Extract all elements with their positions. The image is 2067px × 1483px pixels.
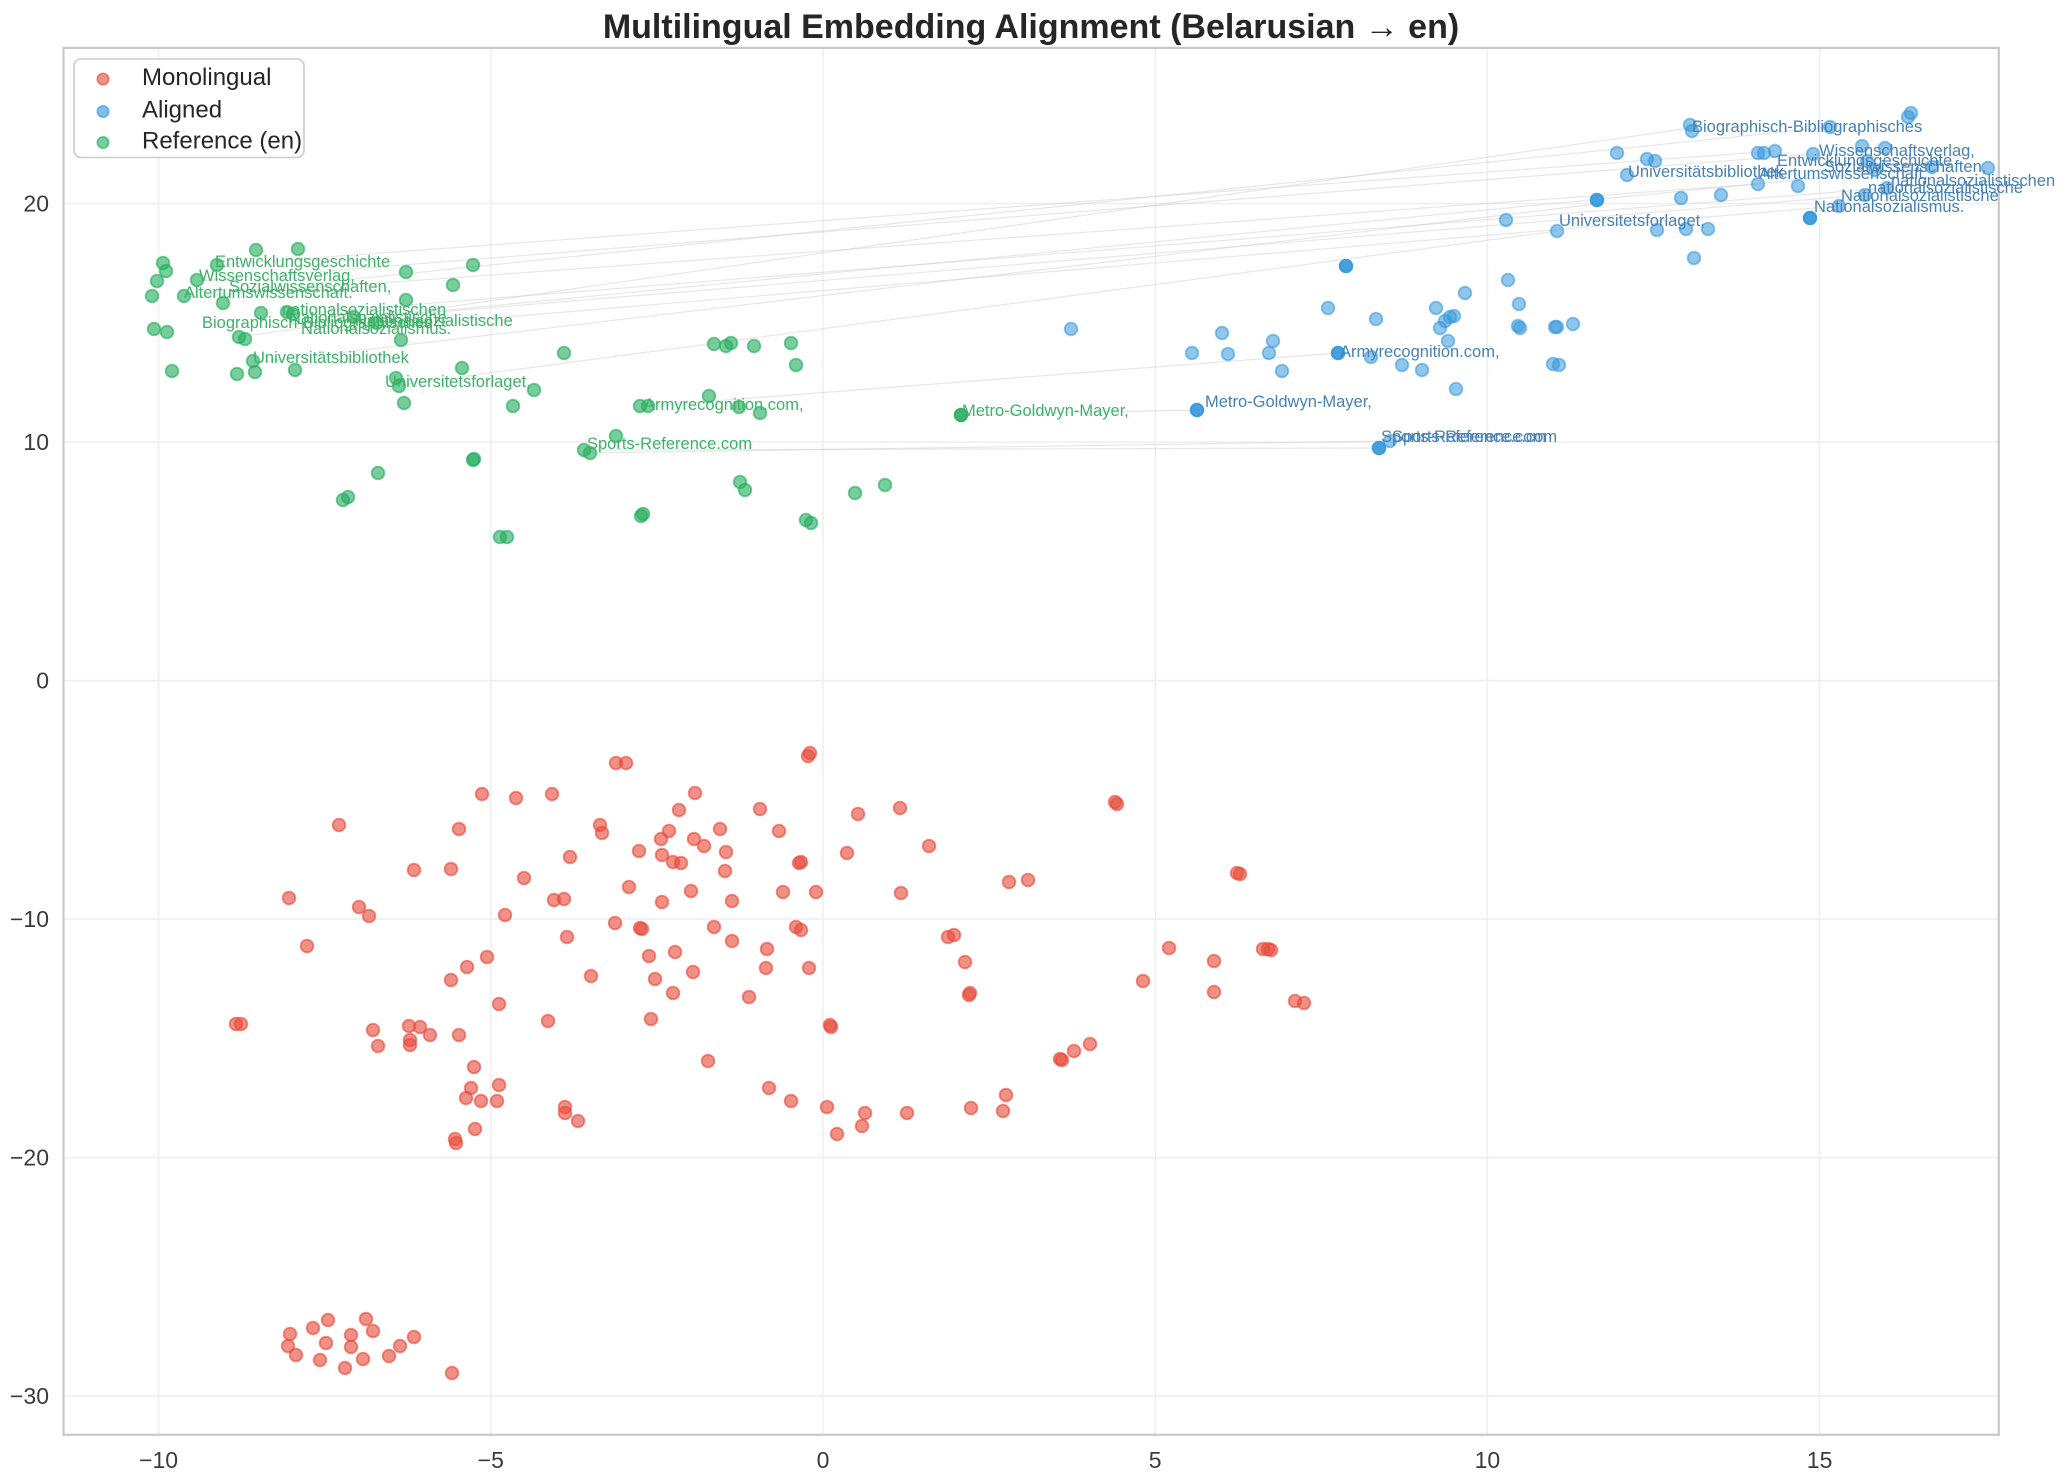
- svg-text:Wissenschaftsverlag,: Wissenschaftsverlag,: [199, 267, 355, 285]
- svg-text:Universitetsforlaget,: Universitetsforlaget,: [385, 373, 531, 391]
- svg-text:Nationalsozialismus.: Nationalsozialismus.: [1814, 198, 1964, 216]
- svg-text:Sports-Reference.com: Sports-Reference.com: [1392, 428, 1557, 446]
- svg-text:−20: −20: [10, 1145, 49, 1171]
- svg-text:0: 0: [817, 1447, 830, 1473]
- svg-text:Wissenschaftsverlag,: Wissenschaftsverlag,: [1819, 142, 1975, 160]
- svg-text:nationalsozialistischen: nationalsozialistischen: [282, 301, 446, 319]
- svg-text:10: 10: [1475, 1447, 1501, 1473]
- svg-text:−10: −10: [139, 1447, 178, 1473]
- svg-text:Nationalsozialistische: Nationalsozialistische: [355, 312, 513, 330]
- svg-text:Armyrecognition.com,: Armyrecognition.com,: [644, 396, 804, 414]
- svg-text:Nationalsozialismus.: Nationalsozialismus.: [301, 320, 451, 338]
- svg-text:Biographisch-Bibliographisches: Biographisch-Bibliographisches: [202, 314, 432, 332]
- svg-text:−5: −5: [478, 1447, 504, 1473]
- svg-text:15: 15: [1807, 1447, 1833, 1473]
- svg-text:Altertumswissenschaft.: Altertumswissenschaft.: [184, 284, 353, 302]
- svg-text:Entwicklungsgeschichte: Entwicklungsgeschichte: [1777, 152, 1952, 170]
- svg-text:Metro-Goldwyn-Mayer,: Metro-Goldwyn-Mayer,: [1205, 393, 1372, 411]
- svg-text:Entwicklungsgeschichte: Entwicklungsgeschichte: [215, 253, 390, 271]
- svg-text:Sozialwissenschaften,: Sozialwissenschaften,: [229, 278, 391, 296]
- svg-text:Altertumswissenschaft.: Altertumswissenschaft.: [1759, 165, 1928, 183]
- svg-text:Sozialwissenschaften,: Sozialwissenschaften,: [1824, 158, 1986, 176]
- svg-text:Biographisch-Bibliographisches: Biographisch-Bibliographisches: [1692, 118, 1922, 136]
- svg-text:Metro-Goldwyn-Mayer,: Metro-Goldwyn-Mayer,: [962, 402, 1129, 420]
- svg-text:Reference (en): Reference (en): [142, 128, 302, 155]
- svg-text:Sports-Reference.com: Sports-Reference.com: [1381, 428, 1546, 446]
- svg-text:Armyrecognition.com,: Armyrecognition.com,: [1340, 343, 1500, 361]
- svg-text:Universitätsbibliothek: Universitätsbibliothek: [1628, 163, 1785, 181]
- svg-text:Universitätsbibliothek: Universitätsbibliothek: [253, 349, 410, 367]
- svg-text:Nationalsozialistische: Nationalsozialistische: [1841, 187, 1999, 205]
- svg-text:−30: −30: [10, 1383, 49, 1409]
- svg-text:Sports-Reference.com: Sports-Reference.com: [587, 435, 752, 453]
- svg-text:0: 0: [36, 668, 49, 694]
- svg-text:Monolingual: Monolingual: [142, 64, 271, 91]
- svg-text:nationalsozialistische: nationalsozialistische: [1868, 179, 2023, 197]
- svg-text:nationalsozialistischen: nationalsozialistischen: [1891, 172, 2055, 190]
- svg-text:5: 5: [1149, 1447, 1162, 1473]
- svg-text:Universitetsforlaget,: Universitetsforlaget,: [1559, 212, 1705, 230]
- svg-text:Multilingual Embedding Alignme: Multilingual Embedding Alignment (Belaru…: [603, 8, 1459, 46]
- svg-text:10: 10: [23, 429, 49, 455]
- svg-text:−10: −10: [10, 906, 49, 932]
- svg-text:20: 20: [23, 191, 49, 217]
- svg-text:Aligned: Aligned: [142, 97, 222, 124]
- svg-text:Nationalsozialistische: Nationalsozialistische: [289, 309, 447, 327]
